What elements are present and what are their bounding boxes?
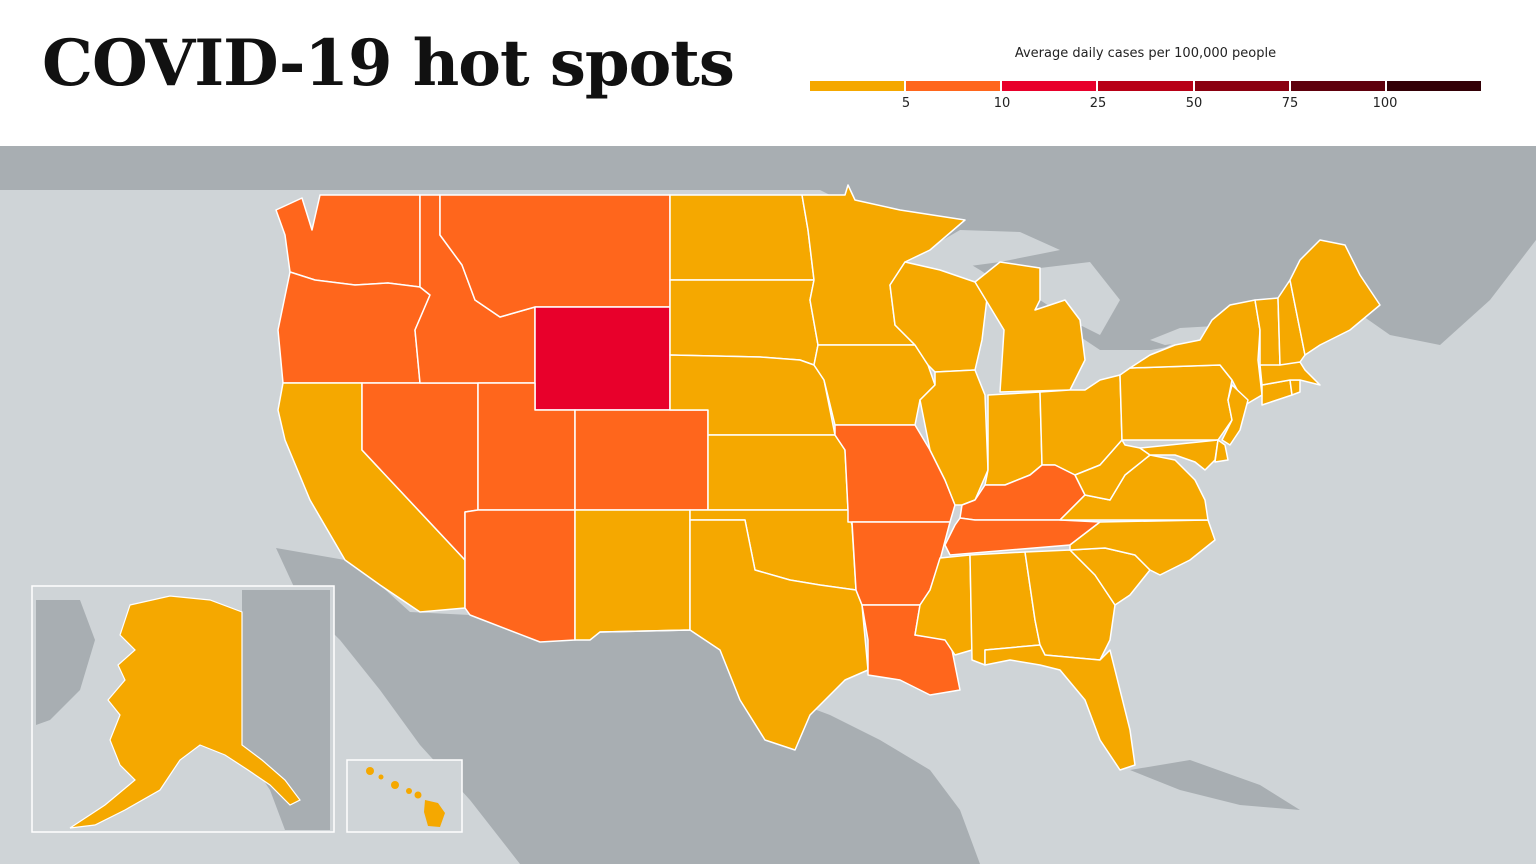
- state-north-carolina: [1069, 519, 1216, 576]
- legend-swatch-50-75: [1194, 81, 1291, 91]
- canada-land: [0, 146, 1536, 350]
- state-iowa: [813, 344, 936, 426]
- page-title: COVID-19 hot spots: [42, 26, 735, 101]
- state-nebraska: [669, 354, 836, 436]
- state-massachusetts: [1259, 361, 1321, 386]
- legend-title: Average daily cases per 100,000 people: [1014, 46, 1277, 61]
- lake-huron: [1040, 262, 1120, 335]
- greenland-land: [1380, 146, 1536, 225]
- russia-land: [36, 600, 95, 725]
- legend-tick: 5: [901, 96, 911, 111]
- state-alaska: [69, 595, 301, 829]
- legend-color-bar: [810, 81, 1481, 91]
- state-maine: [1289, 239, 1381, 356]
- state-new-mexico: [574, 509, 691, 641]
- state-florida: [984, 644, 1136, 771]
- map: [0, 146, 1536, 864]
- inset-alaska: [31, 585, 335, 833]
- legend-swatch-10-25: [1002, 81, 1099, 91]
- mexico-land: [276, 548, 980, 864]
- state-rhode-island: [1289, 379, 1301, 396]
- state-north-dakota: [669, 194, 815, 281]
- state-texas: [599, 519, 869, 751]
- legend-swatch-5-10: [906, 81, 1003, 91]
- legend: Average daily cases per 100,000 people 5…: [810, 40, 1481, 120]
- state-illinois: [919, 369, 989, 506]
- header: COVID-19 hot spots Average daily cases p…: [0, 0, 1536, 146]
- state-south-dakota: [669, 279, 819, 366]
- inset-hawaii: [346, 759, 463, 833]
- lake-ontario: [1150, 326, 1215, 345]
- legend-swatch-0-5: [810, 81, 907, 91]
- state-kansas: [707, 434, 849, 511]
- state-hawaii: [366, 767, 445, 827]
- state-indiana: [984, 391, 1043, 486]
- state-delaware: [1214, 439, 1229, 463]
- legend-tick: 100: [1372, 96, 1398, 111]
- legend-tick: 10: [993, 96, 1011, 111]
- legend-tick: 25: [1089, 96, 1107, 111]
- state-layer: [275, 184, 1381, 771]
- state-oregon: [277, 271, 431, 384]
- background-land: [0, 146, 1536, 864]
- state-new-jersey: [1221, 384, 1249, 446]
- state-colorado: [574, 409, 709, 511]
- state-wyoming: [534, 306, 671, 411]
- legend-swatch-100-plus: [1386, 81, 1481, 91]
- lake-superior: [905, 230, 1060, 270]
- state-montana: [439, 194, 671, 318]
- state-michigan: [974, 261, 1086, 393]
- legend-swatch-75-100: [1290, 81, 1387, 91]
- cuba-land: [1130, 760, 1300, 810]
- state-pennsylvania: [1119, 364, 1233, 441]
- legend-swatch-25-50: [1098, 81, 1195, 91]
- state-wisconsin: [889, 261, 989, 373]
- state-washington: [275, 194, 421, 288]
- legend-tick: 75: [1281, 96, 1299, 111]
- legend-tick: 50: [1185, 96, 1203, 111]
- state-vermont: [1254, 297, 1281, 366]
